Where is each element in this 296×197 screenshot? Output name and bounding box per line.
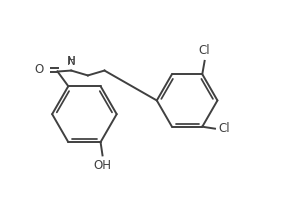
Text: OH: OH [94,159,112,172]
Text: H: H [68,56,76,66]
Text: O: O [35,63,44,76]
Text: Cl: Cl [199,44,210,57]
Text: N: N [67,55,75,68]
Text: Cl: Cl [218,122,230,135]
